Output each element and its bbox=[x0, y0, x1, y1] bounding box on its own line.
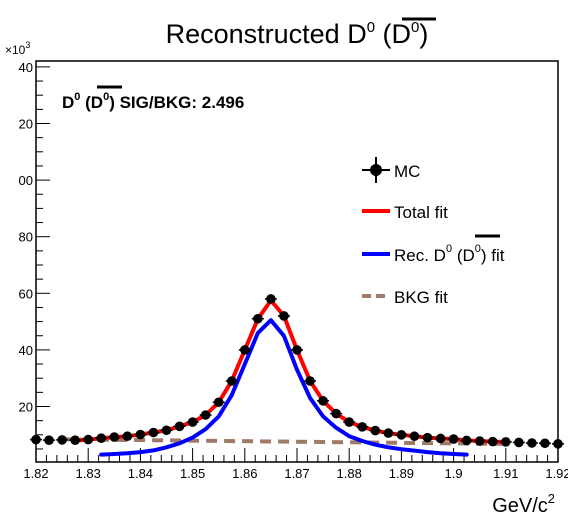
mc-point bbox=[292, 345, 302, 355]
mc-point bbox=[135, 429, 146, 440]
mc-point bbox=[487, 436, 498, 447]
mc-point bbox=[200, 410, 211, 420]
mc-point bbox=[344, 417, 355, 427]
mc-point bbox=[187, 417, 198, 427]
mc-point bbox=[422, 432, 433, 443]
x-tick-label: 1.9 bbox=[445, 466, 463, 481]
x-tick-label: 1.88 bbox=[337, 466, 362, 481]
x-tick-label: 1.89 bbox=[389, 466, 414, 481]
mc-point bbox=[305, 376, 315, 386]
y-tick-label: 40 bbox=[19, 60, 33, 75]
legend-mc-label: MC bbox=[394, 162, 420, 181]
legend-entry-rec-fit: Rec. D0 (D0) fit bbox=[362, 234, 505, 265]
mc-point bbox=[44, 435, 54, 445]
sig-bkg-annotation: D0 (D0) SIG/BKG: 2.496 bbox=[62, 91, 244, 112]
mc-point bbox=[461, 435, 472, 446]
legend-mc-marker bbox=[370, 164, 382, 176]
mc-point bbox=[148, 427, 159, 438]
x-tick-label: 1.87 bbox=[284, 466, 309, 481]
legend: MC Total fit Rec. D0 (D0) fit BKG fit bbox=[362, 157, 505, 307]
mc-point bbox=[501, 437, 511, 447]
y-multiplier: ×103 bbox=[5, 40, 30, 57]
mc-point bbox=[357, 422, 368, 432]
y-tick-label: 00 bbox=[19, 173, 33, 188]
x-tick-label: 1.91 bbox=[493, 466, 518, 481]
chart-title: Reconstructed D0 (D0) bbox=[166, 19, 429, 49]
x-tick-label: 1.92 bbox=[545, 466, 568, 481]
mc-point bbox=[474, 436, 485, 446]
x-axis: 1.82 1.83 1.84 1.85 1.86 1.87 1.88 1.89 1.9 1.91 1… bbox=[23, 448, 568, 481]
mc-point bbox=[96, 433, 107, 443]
title-bar-letter: D bbox=[392, 19, 412, 49]
legend-entry-mc: MC bbox=[362, 157, 420, 183]
mc-point bbox=[396, 430, 407, 440]
y-axis: 20 40 60 80 00 20 40 bbox=[19, 60, 50, 450]
y-tick-label: 20 bbox=[19, 117, 33, 132]
legend-entry-bkg-fit: BKG fit bbox=[362, 288, 448, 307]
legend-entry-total-fit: Total fit bbox=[362, 203, 448, 222]
mc-point bbox=[226, 376, 237, 386]
series-bkg-fit-line bbox=[62, 437, 506, 446]
mc-point bbox=[109, 432, 120, 442]
mc-point bbox=[240, 345, 250, 355]
mc-point bbox=[409, 431, 420, 442]
y-tick-label: 60 bbox=[19, 286, 33, 301]
legend-bkg-fit-label: BKG fit bbox=[394, 288, 448, 307]
mc-point bbox=[527, 438, 537, 448]
mc-point bbox=[435, 433, 446, 444]
x-axis-label: GeV/c2 bbox=[492, 491, 555, 517]
series-total-fit-line bbox=[73, 298, 508, 444]
mc-point bbox=[383, 428, 394, 438]
mc-point bbox=[540, 438, 550, 449]
mc-point bbox=[331, 408, 341, 419]
mc-point bbox=[70, 435, 80, 445]
x-tick-label: 1.82 bbox=[23, 466, 48, 481]
mc-point bbox=[318, 396, 328, 406]
mc-point bbox=[161, 425, 172, 436]
mc-point bbox=[31, 434, 41, 445]
mc-point bbox=[122, 431, 133, 442]
series-layer bbox=[30, 294, 564, 457]
y-tick-label: 80 bbox=[19, 230, 33, 245]
y-tick-label: 40 bbox=[19, 343, 33, 358]
mc-point bbox=[83, 434, 93, 445]
x-tick-label: 1.85 bbox=[180, 466, 205, 481]
mc-point bbox=[553, 439, 563, 449]
mc-point bbox=[213, 397, 224, 408]
legend-total-fit-label: Total fit bbox=[394, 203, 448, 222]
legend-rec-fit-label: Rec. D0 (D0) fit bbox=[394, 243, 505, 265]
mc-point bbox=[57, 435, 67, 445]
mc-point bbox=[279, 311, 289, 321]
mc-point bbox=[253, 313, 263, 324]
mc-point bbox=[266, 294, 276, 304]
x-tick-label: 1.84 bbox=[128, 466, 153, 481]
series-rec-fit-line bbox=[99, 318, 469, 457]
plot-frame bbox=[35, 60, 559, 463]
mc-point bbox=[370, 425, 381, 436]
mc-point bbox=[514, 437, 524, 448]
mc-point bbox=[174, 421, 185, 432]
mc-point bbox=[448, 434, 459, 444]
x-tick-label: 1.86 bbox=[232, 466, 257, 481]
y-tick-label: 20 bbox=[19, 400, 33, 415]
x-tick-label: 1.83 bbox=[76, 466, 101, 481]
